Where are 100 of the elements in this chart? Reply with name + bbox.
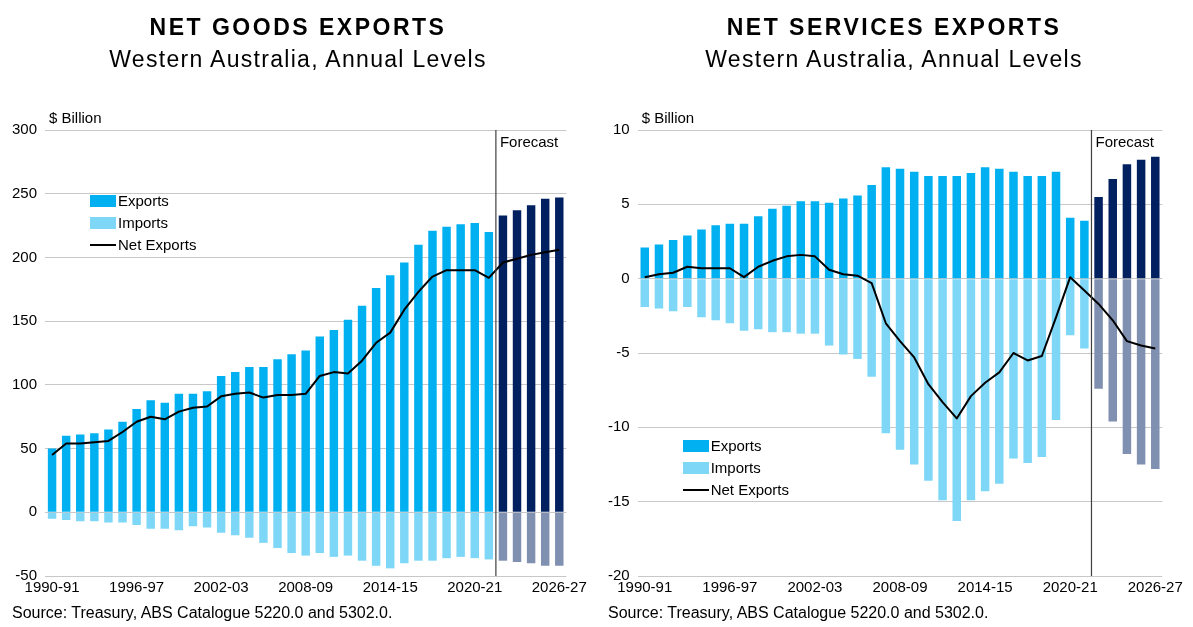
bar xyxy=(456,224,465,512)
source-note: Source: Treasury, ABS Catalogue 5220.0 and 5302.0. xyxy=(12,604,393,622)
bar xyxy=(245,367,254,512)
bar xyxy=(343,319,353,512)
y-tick-label: 250 xyxy=(12,183,38,201)
bar xyxy=(231,372,240,512)
bar xyxy=(909,279,919,465)
bar xyxy=(160,512,170,529)
bar xyxy=(555,197,564,512)
bar xyxy=(104,429,113,512)
bar xyxy=(768,279,777,333)
bar xyxy=(909,171,919,279)
bar xyxy=(1122,279,1132,455)
chart-subtitle: Western Australia, Annual Levels xyxy=(704,46,1084,74)
bar xyxy=(824,279,834,346)
bar xyxy=(498,512,508,561)
bar xyxy=(768,208,777,279)
bar xyxy=(1051,279,1061,420)
bar xyxy=(853,279,862,359)
bar xyxy=(456,512,465,557)
chart-title: NET GOODS EXPORTS xyxy=(148,14,448,42)
bar xyxy=(414,512,423,561)
bar xyxy=(895,279,905,450)
bar xyxy=(1136,279,1146,465)
bar xyxy=(216,512,226,533)
bar xyxy=(938,279,947,501)
bar xyxy=(725,279,735,324)
bar xyxy=(1009,171,1018,279)
bar xyxy=(711,225,720,279)
bar xyxy=(895,168,905,279)
bar xyxy=(1037,279,1047,458)
bar xyxy=(1151,156,1160,279)
bar xyxy=(526,512,536,564)
bar xyxy=(881,279,891,434)
bar xyxy=(357,512,367,561)
bar xyxy=(1051,171,1061,279)
y-tick-label: -10 xyxy=(607,417,630,435)
legend-label: Exports xyxy=(710,436,762,456)
bar xyxy=(470,223,479,512)
legend-label: Imports xyxy=(118,213,169,233)
bar xyxy=(683,235,692,279)
x-tick-label: 2020-21 xyxy=(447,578,503,596)
bar xyxy=(371,512,381,566)
bar xyxy=(202,391,212,512)
bar xyxy=(824,202,834,279)
y-tick-label: 10 xyxy=(612,120,630,138)
bar xyxy=(315,336,324,512)
bar xyxy=(796,279,806,334)
bar xyxy=(782,205,791,279)
bar xyxy=(118,421,127,512)
y-tick-label: 300 xyxy=(12,120,38,138)
bar xyxy=(739,279,749,331)
bar xyxy=(924,279,933,481)
bar xyxy=(881,167,891,279)
y-tick-label: 0 xyxy=(28,502,38,520)
bar xyxy=(301,350,310,512)
bar xyxy=(118,512,127,523)
bar xyxy=(867,185,876,279)
y-tick-label: 50 xyxy=(20,438,38,456)
bar xyxy=(526,205,536,512)
bar xyxy=(414,244,423,512)
bar xyxy=(160,402,170,512)
bar xyxy=(385,275,395,512)
bar xyxy=(273,359,282,512)
bar xyxy=(428,512,437,561)
x-tick-label: 2014-15 xyxy=(957,578,1013,596)
bar xyxy=(470,512,479,559)
bar xyxy=(683,279,692,307)
bar xyxy=(174,393,184,512)
bar xyxy=(1108,179,1117,279)
x-tick-label: 2008-09 xyxy=(872,578,928,596)
bar xyxy=(273,512,282,548)
bar xyxy=(1023,176,1032,279)
bar xyxy=(400,512,409,564)
bar xyxy=(47,448,57,512)
bar xyxy=(76,512,85,522)
bar xyxy=(47,512,57,519)
bar xyxy=(343,512,353,556)
bar xyxy=(329,330,339,512)
bar xyxy=(188,393,198,512)
annotation: Forecast xyxy=(1095,132,1155,150)
bar xyxy=(938,176,947,279)
bar xyxy=(202,512,212,528)
bar xyxy=(442,226,451,512)
bar xyxy=(315,512,324,554)
bar xyxy=(640,279,650,307)
bar xyxy=(1094,196,1103,279)
bar xyxy=(287,354,296,512)
bar xyxy=(287,512,296,554)
bar xyxy=(132,409,141,512)
bar xyxy=(1080,279,1089,349)
bar xyxy=(61,512,71,520)
x-tick-label: 2002-03 xyxy=(193,578,249,596)
bar xyxy=(966,279,976,501)
legend-label: Exports xyxy=(118,191,169,211)
y-tick-label: 0 xyxy=(621,268,630,286)
bar xyxy=(654,279,664,309)
bar xyxy=(924,176,933,279)
bar xyxy=(810,201,820,279)
bar xyxy=(245,512,254,538)
